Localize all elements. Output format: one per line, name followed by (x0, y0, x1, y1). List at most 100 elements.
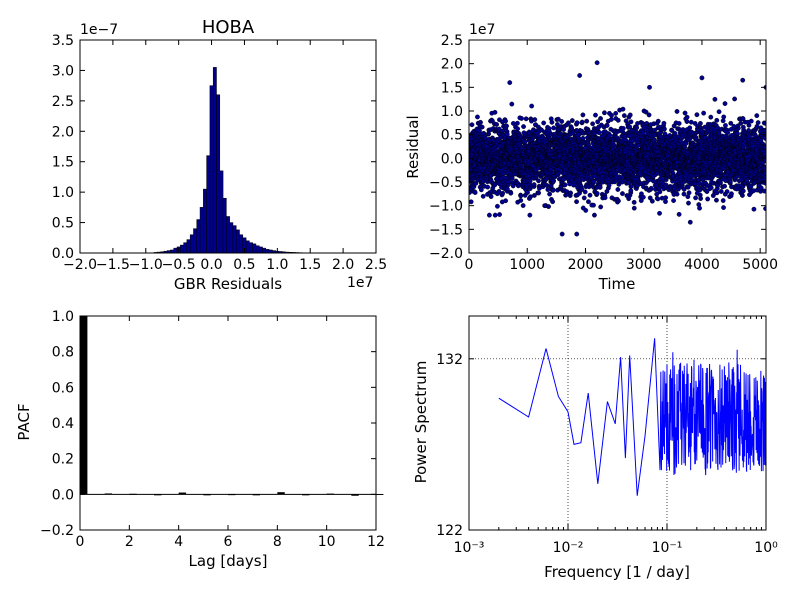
scatter-point (746, 128, 750, 132)
scatter-point (613, 111, 617, 115)
scatter-point (616, 187, 620, 191)
histogram-y-tick-label: 3.5 (52, 33, 74, 49)
scatter-point (698, 196, 702, 200)
histogram-bar (193, 229, 196, 253)
scatter-point (722, 115, 726, 119)
scatter-point (621, 126, 625, 130)
scatter-point (519, 194, 523, 198)
scatter-point (649, 186, 653, 190)
histogram-bar (213, 67, 216, 253)
scatter-point (519, 198, 523, 202)
scatter-point (721, 198, 725, 202)
scatter-point (662, 127, 666, 131)
histogram-bar (263, 248, 266, 253)
scatter-point (551, 188, 555, 192)
scatter-point (586, 199, 590, 203)
scatter-point (602, 111, 606, 115)
scatter-point (480, 125, 484, 129)
scatter-point (575, 121, 579, 125)
histogram-y-tick-label: 0.5 (52, 216, 74, 232)
histogram-x-tick-label: 1.5 (299, 257, 321, 273)
scatter-point (495, 204, 499, 208)
scatter-point (505, 132, 509, 136)
scatter-point (723, 123, 727, 127)
scatter-point (494, 122, 498, 126)
scatter-point (515, 127, 519, 131)
histogram-y-tick-label: 1.0 (52, 185, 74, 201)
scatter-point (677, 121, 681, 125)
scatter-point (740, 193, 744, 197)
histogram-bar (203, 189, 206, 253)
scatter-point (622, 113, 626, 117)
scatter-point (595, 191, 599, 195)
scatter-point (701, 111, 705, 115)
scatter-point (521, 203, 525, 207)
scatter-point (683, 111, 687, 115)
histogram-y-tick-label: 2.5 (52, 94, 74, 110)
scatter-point (593, 113, 597, 117)
scatter-point (489, 194, 493, 198)
scatter-point (591, 203, 595, 207)
scatter-point (609, 113, 613, 117)
histogram-bar (200, 207, 203, 253)
scatter-point (568, 191, 572, 195)
histogram-bar (174, 248, 177, 253)
scatter-point (580, 120, 584, 124)
scatter-point (725, 189, 729, 193)
scatter-point (469, 200, 473, 204)
scatter-point (677, 212, 681, 216)
histogram-bar (216, 95, 219, 253)
scatter-point (697, 206, 701, 210)
scatter-point (685, 119, 689, 123)
scatter-point (656, 197, 660, 201)
scatter-point (671, 198, 675, 202)
scatter-point (616, 118, 620, 122)
scatter-point (709, 115, 713, 119)
scatter-point (719, 189, 723, 193)
histogram-y-tick-label: 3.0 (52, 63, 74, 79)
histogram-bar (259, 247, 262, 253)
scatter-point (503, 119, 507, 123)
scatter-point (550, 120, 554, 124)
scatter-point (551, 179, 555, 183)
scatter-point (605, 123, 609, 127)
histogram-x-tick-label: 1.0 (266, 257, 288, 273)
scatter-point (632, 200, 636, 204)
scatter-point (503, 199, 507, 203)
histogram-x-tick-label: 0.0 (200, 257, 222, 273)
scatter-point (533, 117, 537, 121)
histogram-bar (249, 243, 252, 253)
scatter-point (532, 182, 536, 186)
scatter-point (726, 130, 730, 134)
histogram-y-tick-label: 0.0 (52, 246, 74, 262)
scatter-point (574, 200, 578, 204)
scatter-point (682, 192, 686, 196)
histogram-x-tick-label: −0.5 (162, 257, 196, 273)
scatter-point (749, 119, 753, 123)
scatter-point (598, 185, 602, 189)
histogram-bar (197, 220, 200, 253)
scatter-point (705, 197, 709, 201)
scatter-point (629, 120, 633, 124)
scatter-point (592, 213, 596, 217)
histogram-x-tick-label: −1.5 (96, 257, 130, 273)
scatter-point (478, 120, 482, 124)
scatter-x-axis-label: Time (598, 275, 636, 293)
scatter-point (598, 116, 602, 120)
histogram-y-tick-label: 2.0 (52, 124, 74, 140)
scatter-point (560, 119, 564, 123)
scatter-point (647, 113, 651, 117)
scatter-point (536, 191, 540, 195)
scatter-point (687, 191, 691, 195)
scatter-point (515, 121, 519, 125)
scatter-point (693, 196, 697, 200)
scatter-point (695, 113, 699, 117)
histogram-bar (184, 243, 187, 253)
scatter-point (657, 211, 661, 215)
histogram-y-multiplier: 1e−7 (80, 22, 118, 38)
scatter-point (528, 179, 532, 183)
scatter-point (739, 121, 743, 125)
scatter-point (470, 123, 474, 127)
scatter-point (582, 196, 586, 200)
